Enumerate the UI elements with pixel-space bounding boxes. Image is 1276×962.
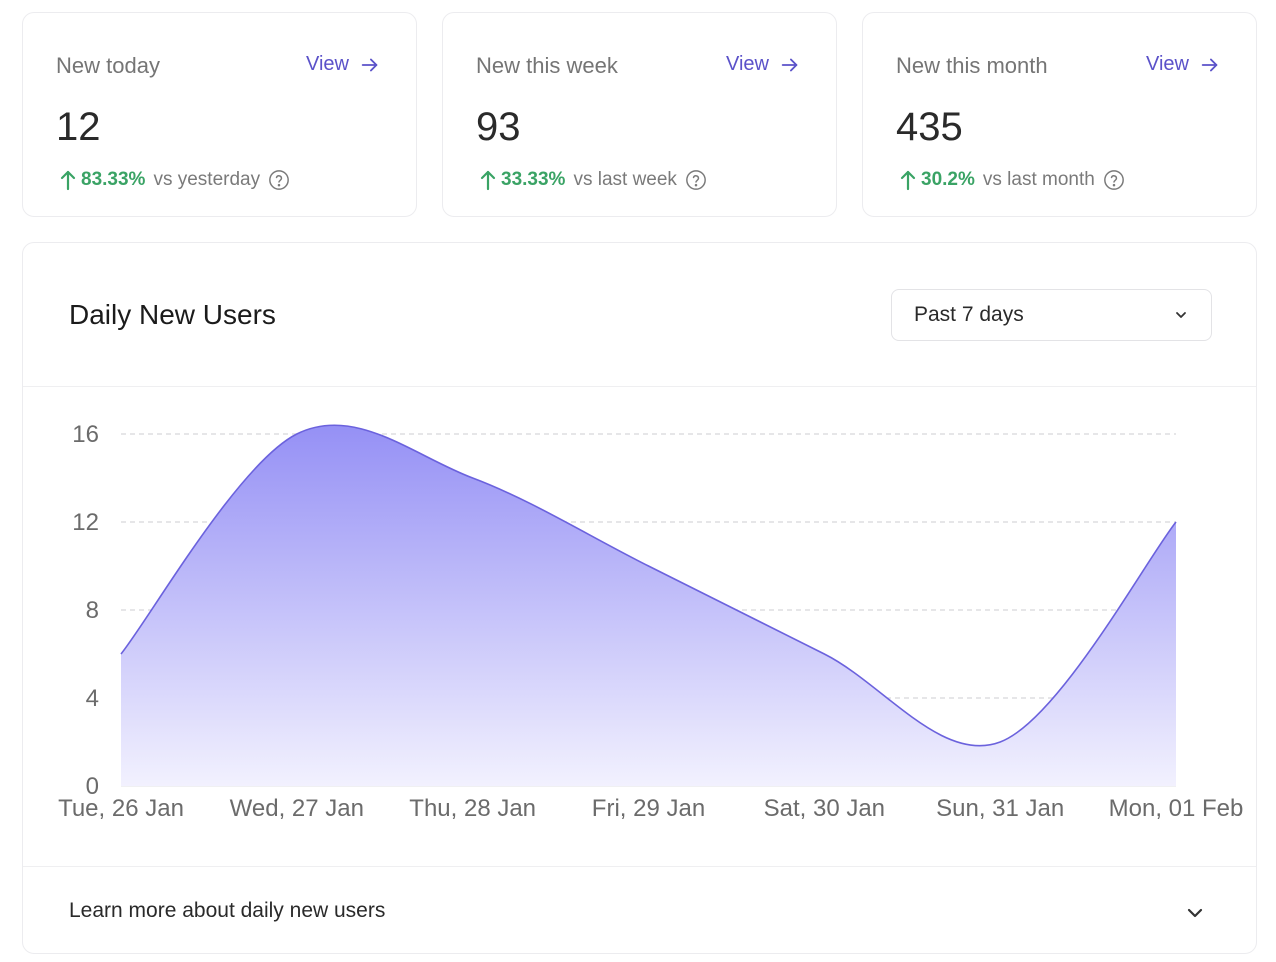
view-link[interactable]: View (1146, 53, 1221, 76)
area-chart: 0 4 8 12 16 Tue, 26 Jan Wed, 27 Jan Thu, 28 Ja… (58, 421, 1243, 822)
header-divider (23, 386, 1256, 387)
delta-comparison: vs last week (573, 169, 677, 190)
daily-new-users-card: Daily New Users Past 7 days 0 4 8 12 16 Tue,… (22, 242, 1257, 954)
x-tick-label: Fri, 29 Jan (592, 795, 705, 822)
delta-percent: 30.2% (921, 169, 975, 190)
data-point-1[interactable] (291, 428, 303, 440)
delta-percent: 83.33% (81, 169, 146, 190)
stat-card-today: New today View 12 83.33% vs yesterday (22, 12, 417, 217)
data-point-3[interactable] (643, 560, 655, 572)
arrow-right-icon (361, 58, 378, 71)
x-axis: Tue, 26 Jan Wed, 27 Jan Thu, 28 Jan Fri, 29… (58, 795, 1243, 822)
arrow-up-icon (60, 170, 76, 191)
stat-delta: 83.33% vs yesterday (59, 169, 290, 191)
view-label: View (1146, 53, 1189, 75)
stat-label: New this week (476, 53, 618, 78)
arrow-right-icon (1201, 58, 1218, 71)
footer-divider (23, 866, 1256, 867)
x-tick-label: Sun, 31 Jan (936, 795, 1064, 822)
arrow-up-icon (900, 170, 916, 191)
delta-comparison: vs last month (982, 169, 1095, 190)
stat-delta: 33.33% vs last week (479, 169, 707, 191)
data-point-0[interactable] (115, 648, 127, 660)
series-line (120, 424, 1177, 747)
view-link[interactable]: View (726, 53, 801, 76)
chart-title: Daily New Users (69, 299, 276, 330)
data-point-2[interactable] (467, 472, 479, 484)
x-tick-label: Tue, 26 Jan (58, 795, 184, 822)
delta-percent: 33.33% (501, 169, 566, 190)
question-circle-icon[interactable] (1103, 169, 1125, 191)
period-select-value: Past 7 days (914, 303, 1024, 326)
y-axis: 0 4 8 12 16 (72, 421, 99, 800)
stat-value: 93 (476, 105, 521, 149)
stat-card-month: New this month View 435 30.2% vs last mo… (862, 12, 1257, 217)
stat-delta: 30.2% vs last month (899, 169, 1125, 191)
x-tick-label: Thu, 28 Jan (409, 795, 536, 822)
area-fill (121, 425, 1176, 786)
y-tick-label: 12 (72, 509, 99, 536)
data-point-5[interactable] (994, 736, 1006, 748)
y-tick-label: 0 (86, 773, 99, 800)
learn-more-toggle[interactable]: Learn more about daily new users (69, 899, 386, 922)
stat-card-week: New this week View 93 33.33% vs last wee… (442, 12, 837, 217)
view-label: View (306, 53, 349, 75)
view-link[interactable]: View (306, 53, 381, 76)
chevron-down-icon[interactable] (1183, 901, 1207, 925)
stat-label: New today (56, 53, 160, 78)
x-tick-label: Sat, 30 Jan (764, 795, 885, 822)
y-tick-label: 16 (72, 421, 99, 448)
data-point-6[interactable] (1170, 516, 1182, 528)
arrow-right-icon (781, 58, 798, 71)
stat-value: 435 (896, 105, 963, 149)
chevron-down-icon (1176, 312, 1186, 318)
x-tick-label: Mon, 01 Feb (1109, 795, 1244, 822)
x-tick-label: Wed, 27 Jan (230, 795, 364, 822)
y-tick-label: 4 (86, 685, 99, 712)
chart-area-layer (115, 424, 1182, 786)
delta-comparison: vs yesterday (153, 169, 261, 190)
view-label: View (726, 53, 769, 75)
arrow-up-icon (480, 170, 496, 191)
data-point-4[interactable] (818, 648, 830, 660)
y-tick-label: 8 (86, 597, 99, 624)
question-circle-icon[interactable] (268, 169, 290, 191)
stat-label: New this month (896, 53, 1048, 78)
question-circle-icon[interactable] (685, 169, 707, 191)
period-select[interactable]: Past 7 days (891, 289, 1212, 341)
stat-value: 12 (56, 105, 101, 149)
